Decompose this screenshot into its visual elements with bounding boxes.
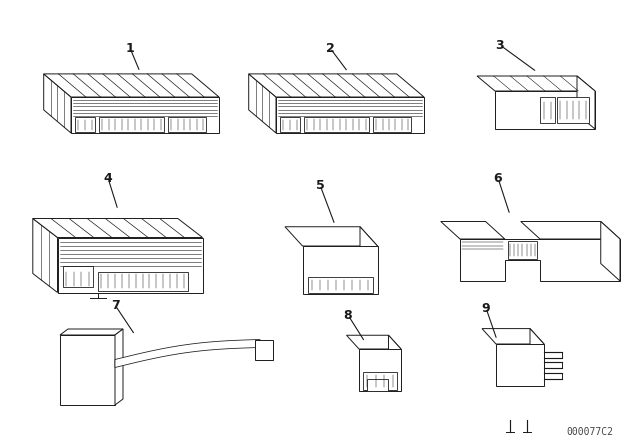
- Polygon shape: [557, 97, 589, 123]
- Polygon shape: [496, 344, 544, 386]
- Polygon shape: [521, 221, 620, 239]
- Polygon shape: [530, 328, 544, 386]
- Polygon shape: [71, 97, 219, 133]
- Polygon shape: [360, 227, 378, 294]
- Polygon shape: [63, 266, 93, 287]
- Polygon shape: [255, 340, 273, 359]
- Polygon shape: [307, 277, 372, 293]
- Text: 9: 9: [482, 302, 490, 314]
- Polygon shape: [441, 221, 505, 239]
- Text: 6: 6: [493, 172, 502, 185]
- Polygon shape: [60, 335, 115, 405]
- Polygon shape: [482, 328, 544, 344]
- Polygon shape: [285, 227, 378, 246]
- Polygon shape: [33, 219, 202, 237]
- Polygon shape: [577, 76, 595, 129]
- Polygon shape: [303, 246, 378, 294]
- Polygon shape: [495, 91, 595, 129]
- Polygon shape: [508, 241, 537, 259]
- Polygon shape: [280, 117, 300, 132]
- Polygon shape: [115, 340, 260, 367]
- Polygon shape: [346, 335, 401, 349]
- Polygon shape: [168, 117, 206, 132]
- Polygon shape: [388, 335, 401, 391]
- Text: 5: 5: [316, 178, 324, 191]
- Polygon shape: [33, 219, 58, 293]
- Polygon shape: [276, 97, 424, 133]
- Polygon shape: [367, 379, 388, 391]
- Polygon shape: [477, 76, 595, 91]
- Text: 4: 4: [104, 172, 113, 185]
- Text: 7: 7: [111, 298, 120, 311]
- Polygon shape: [359, 349, 401, 391]
- Polygon shape: [60, 329, 123, 335]
- Polygon shape: [460, 239, 620, 281]
- Text: 1: 1: [125, 42, 134, 55]
- Polygon shape: [601, 221, 620, 281]
- Polygon shape: [44, 74, 219, 97]
- Polygon shape: [540, 97, 555, 123]
- Polygon shape: [363, 372, 397, 390]
- Text: 2: 2: [326, 42, 334, 55]
- Polygon shape: [249, 74, 276, 133]
- Text: 8: 8: [344, 309, 352, 322]
- Polygon shape: [115, 329, 123, 405]
- Text: 3: 3: [496, 39, 504, 52]
- Polygon shape: [97, 271, 188, 291]
- Polygon shape: [373, 117, 411, 132]
- Polygon shape: [75, 117, 95, 132]
- Text: 000077C2: 000077C2: [566, 427, 614, 437]
- Polygon shape: [249, 74, 424, 97]
- Polygon shape: [44, 74, 71, 133]
- Polygon shape: [58, 237, 202, 293]
- Polygon shape: [304, 117, 369, 132]
- Polygon shape: [99, 117, 164, 132]
